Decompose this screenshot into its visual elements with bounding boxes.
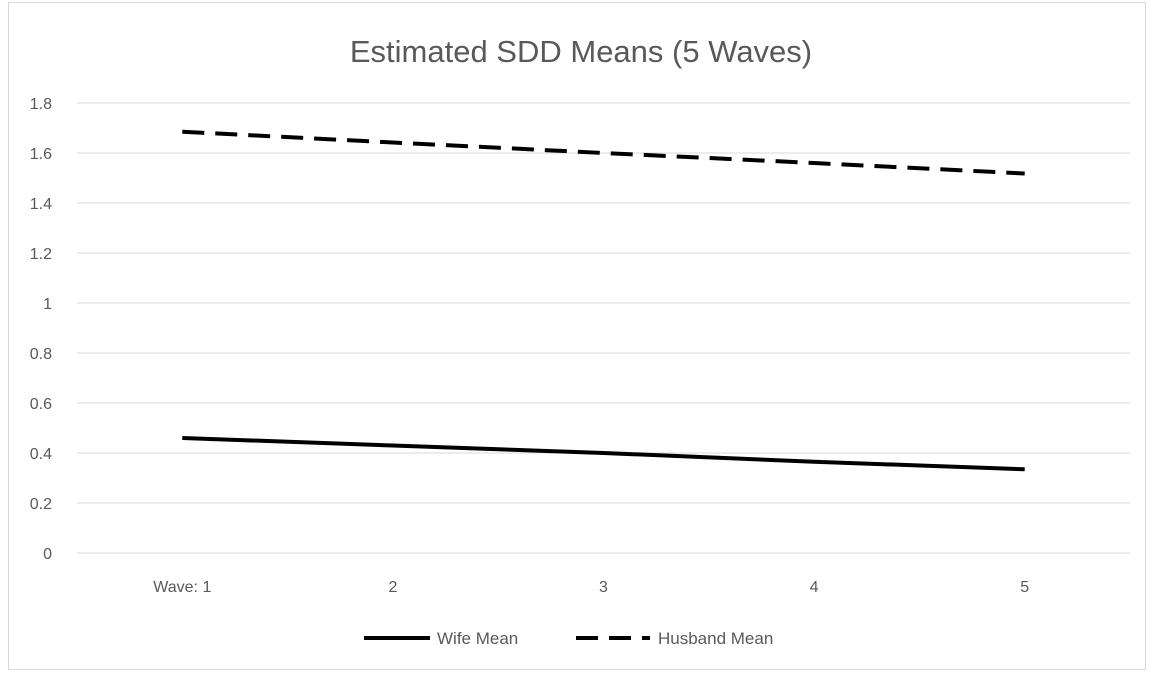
legend-label: Wife Mean — [437, 629, 518, 648]
y-tick-label: 1.2 — [30, 246, 52, 263]
y-tick-label: 0 — [43, 546, 52, 563]
chart-title: Estimated SDD Means (5 Waves) — [350, 34, 812, 69]
x-tick-label: 4 — [810, 579, 819, 596]
y-tick-label: 1.6 — [30, 146, 52, 163]
legend: Wife Mean Husband Mean — [364, 629, 773, 648]
x-tick-label: 3 — [599, 579, 608, 596]
y-tick-label: 0.4 — [30, 446, 52, 463]
wife-mean-line — [182, 436, 1025, 472]
y-tick-label: 1.4 — [30, 196, 52, 213]
legend-label: Husband Mean — [658, 629, 773, 648]
y-tick-label: 0.8 — [30, 346, 52, 363]
gridlines — [77, 102, 1130, 554]
y-axis-tick-labels: 0 0.2 0.4 0.6 0.8 1 1.2 1.4 1.6 1.8 — [30, 96, 52, 563]
y-tick-label: 0.2 — [30, 496, 52, 513]
x-tick-label: 2 — [388, 579, 397, 596]
x-axis-tick-labels: Wave: 1 2 3 4 5 — [153, 579, 1029, 596]
y-tick-label: 0.6 — [30, 396, 52, 413]
y-tick-label: 1.8 — [30, 96, 52, 113]
y-tick-label: 1 — [43, 296, 52, 313]
x-tick-label: 5 — [1020, 579, 1029, 596]
husband-mean-line — [182, 129, 1025, 176]
x-tick-label: Wave: 1 — [153, 579, 211, 596]
series-lines — [182, 129, 1025, 472]
chart-frame — [8, 2, 1146, 670]
